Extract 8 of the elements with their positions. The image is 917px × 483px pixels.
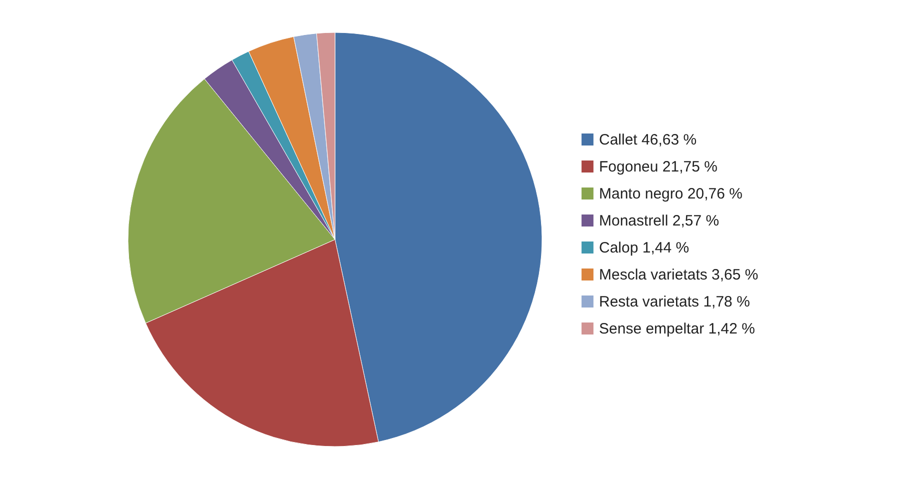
- legend-label: Callet 46,63 %: [599, 132, 697, 148]
- legend-label: Monastrell 2,57 %: [599, 212, 720, 230]
- legend-label: Manto negro 20,76 %: [599, 186, 742, 202]
- legend-label: Resta varietats 1,78 %: [599, 294, 750, 310]
- legend-label: Fogoneu 21,75 %: [599, 158, 718, 176]
- legend-label: Mescla varietats 3,65 %: [599, 266, 758, 284]
- legend-label: Calop 1,44 %: [599, 240, 690, 256]
- legend-label: Sense empeltar 1,42 %: [599, 320, 755, 338]
